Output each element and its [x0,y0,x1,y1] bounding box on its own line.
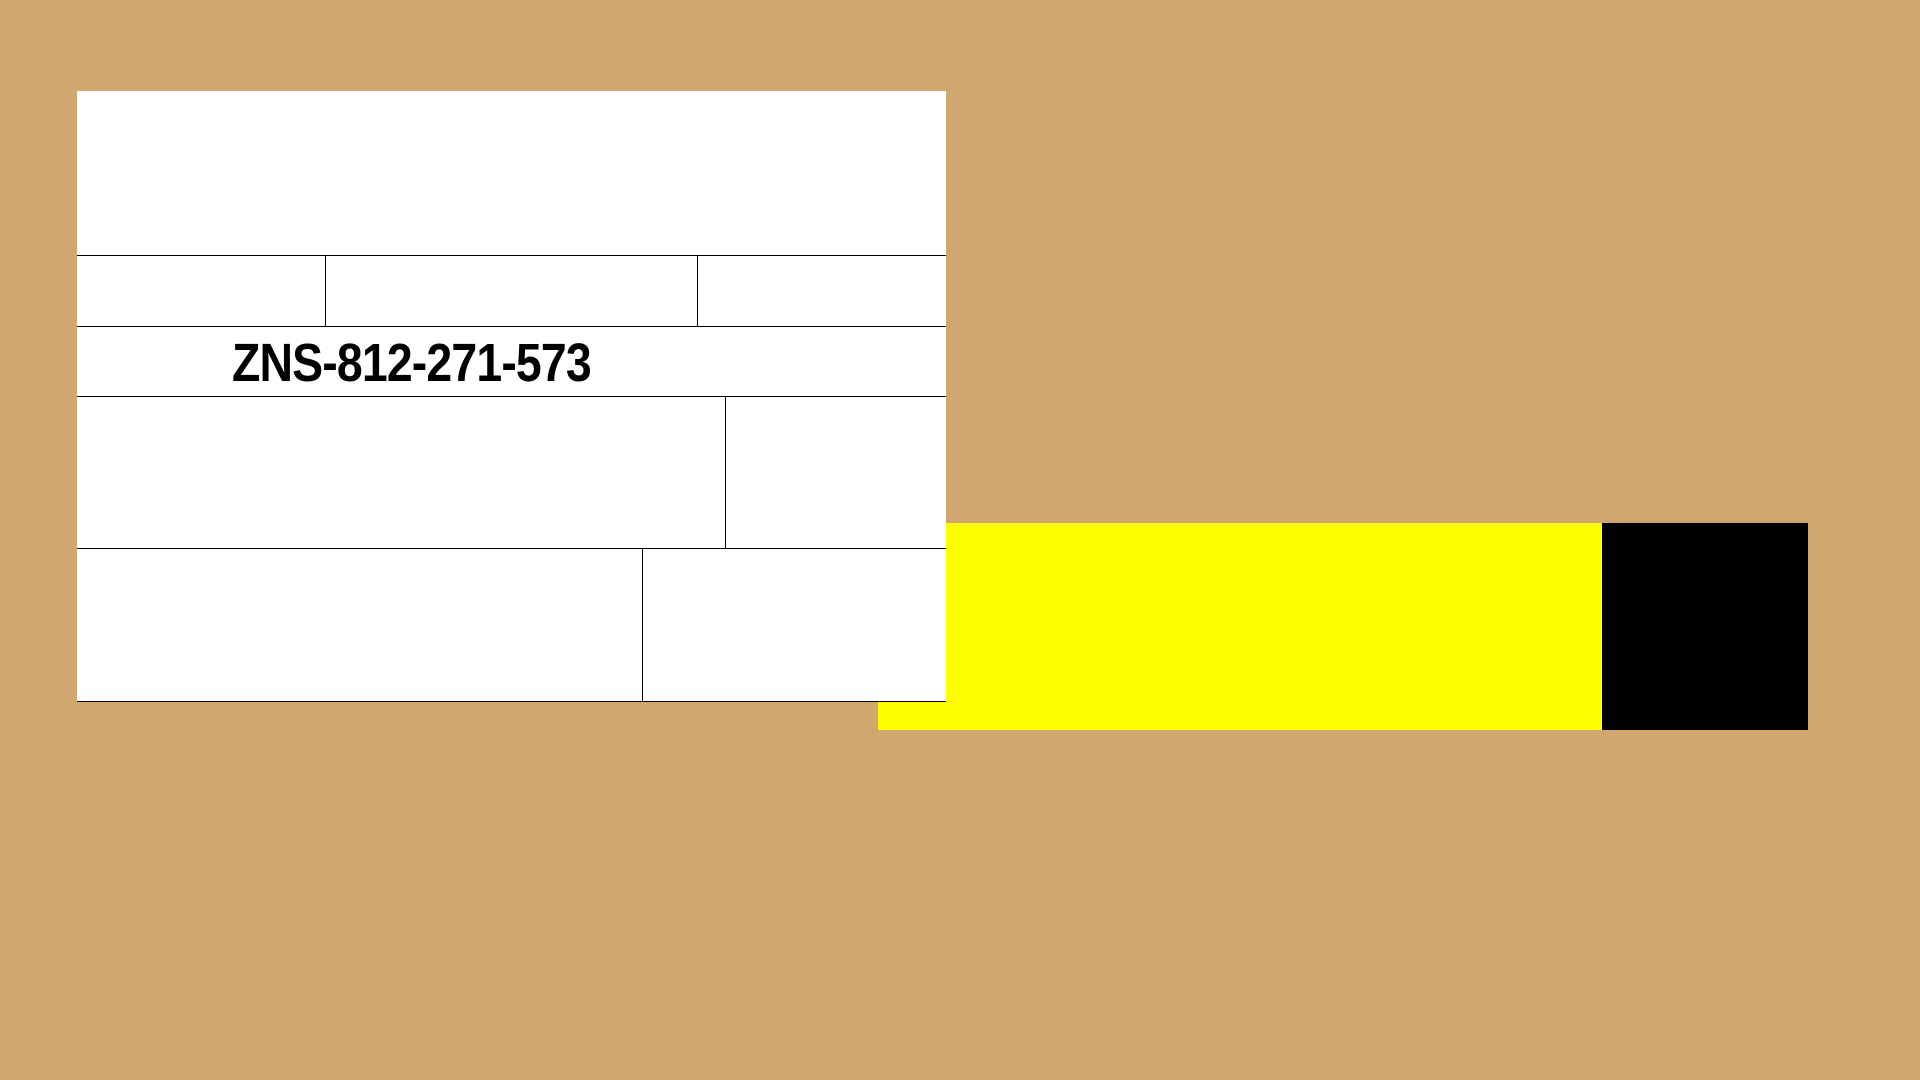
shipping-label: ZNS-812-271-573 [77,91,946,702]
tape-strip [878,523,1808,730]
label-divider [697,256,698,326]
label-footer-row [77,549,946,701]
label-divider [325,256,326,326]
tape-yellow-segment [878,523,1602,730]
tape-black-segment [1602,523,1808,730]
label-info-row [77,256,946,327]
label-divider [725,397,726,548]
tracking-number: ZNS-812-271-573 [232,333,592,393]
label-header-section [77,91,946,256]
label-address-row [77,397,946,549]
label-divider [642,549,643,701]
label-tracking-row: ZNS-812-271-573 [77,327,946,397]
